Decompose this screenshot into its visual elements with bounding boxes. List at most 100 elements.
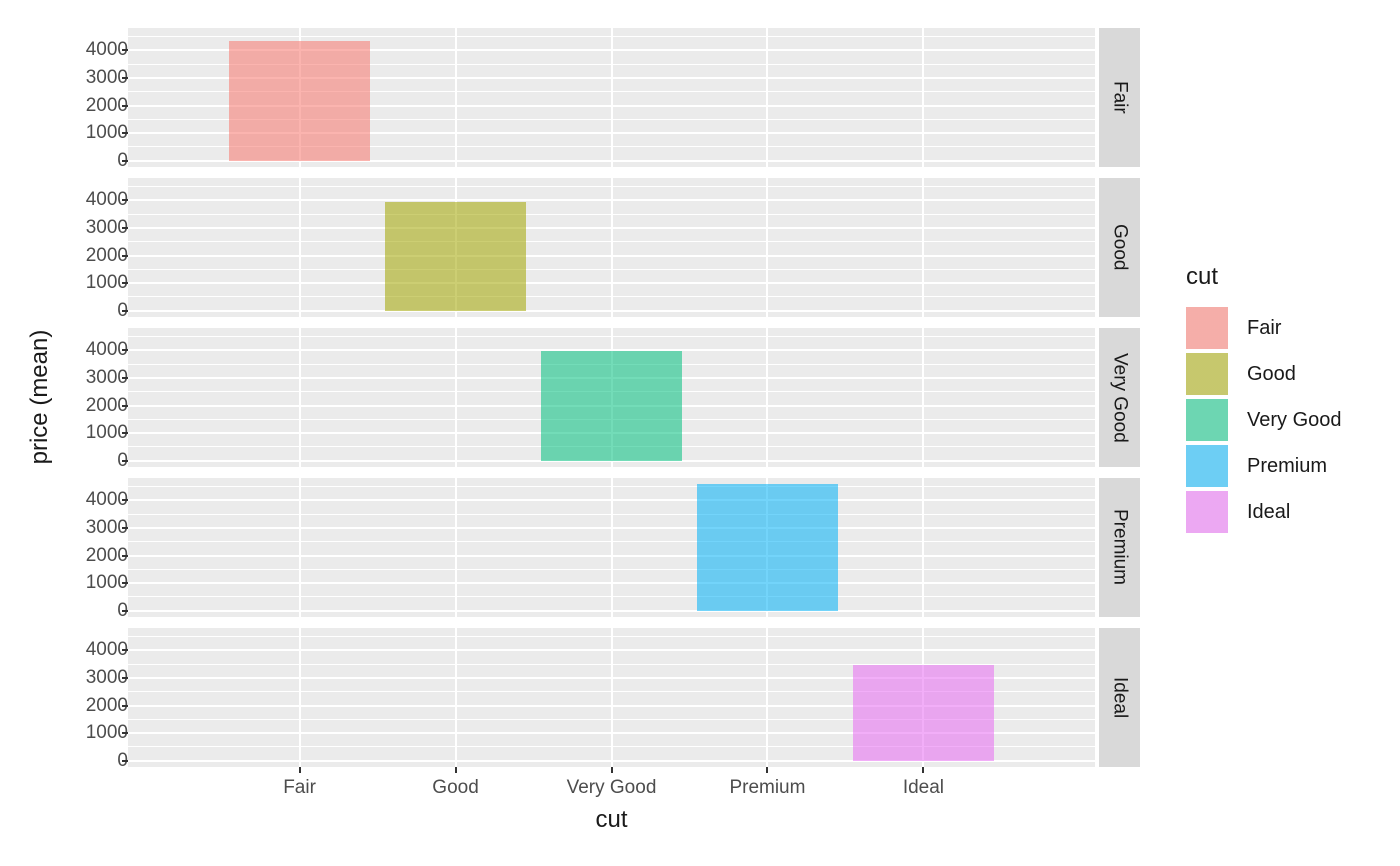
y-tick-label: 2000 — [85, 94, 128, 116]
legend-item: Ideal — [1186, 491, 1342, 533]
legend-label: Fair — [1247, 316, 1282, 339]
bar-very-good — [541, 350, 682, 461]
gridline-vertical — [766, 28, 769, 167]
y-axis-tick-labels: 0 1000 2000 3000 4000 — [0, 178, 128, 320]
facet-strip-label: Good — [1109, 224, 1131, 271]
facet-strip: Premium — [1099, 478, 1140, 617]
y-axis-tick-labels: 0 1000 2000 3000 4000 — [0, 628, 128, 770]
y-tick-label: 4000 — [85, 39, 128, 61]
y-tick-mark — [122, 226, 128, 229]
y-tick-label: 1000 — [85, 122, 128, 144]
y-tick-label: 0 — [0, 600, 128, 621]
facet-strip: Good — [1099, 178, 1140, 317]
gridline-vertical — [766, 328, 769, 467]
legend-key-swatch — [1186, 445, 1228, 487]
y-tick-label: 1000 — [85, 572, 128, 594]
facet-strip-label: Very Good — [1109, 352, 1131, 443]
legend: cut Fair Good Very Good Premium Ideal — [1186, 263, 1342, 537]
gridline-vertical — [610, 478, 613, 617]
gridline-vertical — [454, 628, 457, 767]
y-tick-label: 3000 — [85, 216, 128, 238]
legend-items: Fair Good Very Good Premium Ideal — [1186, 307, 1342, 533]
facet-panel — [128, 628, 1095, 767]
y-tick-label: 1000 — [85, 422, 128, 444]
x-axis-title: cut — [595, 806, 628, 833]
y-tick-mark — [122, 499, 128, 502]
gridline-vertical — [454, 28, 457, 167]
y-tick-mark — [122, 459, 128, 462]
gridline-vertical — [298, 628, 301, 767]
facet-row: 0 1000 2000 3000 4000 Fair — [0, 28, 1141, 170]
facet-row: 0 1000 2000 3000 4000 Good — [0, 178, 1141, 320]
y-tick-mark — [122, 309, 128, 312]
y-tick-mark — [122, 404, 128, 407]
gridline-vertical — [922, 178, 925, 317]
y-tick-mark — [122, 199, 128, 202]
legend-key-swatch — [1186, 307, 1228, 349]
bar-fair — [229, 40, 370, 161]
y-tick-label: 4000 — [85, 489, 128, 511]
y-tick-mark — [122, 282, 128, 285]
y-tick-mark — [122, 759, 128, 762]
y-tick-label: 2000 — [85, 694, 128, 716]
y-tick-mark — [122, 676, 128, 679]
y-tick-mark — [122, 554, 128, 557]
legend-item: Very Good — [1186, 399, 1342, 441]
y-tick-mark — [122, 432, 128, 435]
y-tick-label: 0 — [0, 150, 128, 171]
bar-good — [385, 202, 526, 311]
legend-key-swatch — [1186, 353, 1228, 395]
facet-strip-label: Fair — [1109, 81, 1131, 114]
legend-item: Good — [1186, 353, 1342, 395]
y-tick-mark — [122, 104, 128, 107]
gridline-vertical — [454, 328, 457, 467]
legend-label: Very Good — [1247, 408, 1342, 431]
x-tick-mark — [766, 767, 769, 773]
y-tick-mark — [122, 132, 128, 135]
y-tick-label: 4000 — [85, 189, 128, 211]
x-tick-mark — [610, 767, 613, 773]
y-tick-mark — [122, 349, 128, 352]
y-axis-tick-labels: 0 1000 2000 3000 4000 — [0, 478, 128, 620]
gridline-vertical — [922, 478, 925, 617]
bar-ideal — [853, 665, 994, 761]
x-tick-label: Fair — [283, 777, 316, 798]
y-tick-label: 0 — [0, 300, 128, 321]
y-tick-mark — [122, 76, 128, 79]
facet-row: 0 1000 2000 3000 4000 Premium — [0, 478, 1141, 620]
facet-row: 0 1000 2000 3000 4000 Ideal — [0, 628, 1141, 770]
y-tick-mark — [122, 649, 128, 652]
bar-premium — [697, 484, 838, 611]
y-tick-label: 2000 — [85, 244, 128, 266]
x-tick-mark — [922, 767, 925, 773]
facet-strip: Very Good — [1099, 328, 1140, 467]
legend-item: Premium — [1186, 445, 1342, 487]
y-tick-label: 0 — [0, 450, 128, 471]
y-tick-mark — [122, 49, 128, 52]
y-tick-mark — [122, 582, 128, 585]
gridline-vertical — [454, 478, 457, 617]
facet-strip-label: Ideal — [1109, 676, 1131, 719]
y-tick-label: 3000 — [85, 516, 128, 538]
y-tick-label: 3000 — [85, 666, 128, 688]
facet-row: 0 1000 2000 3000 4000 Very Good — [0, 328, 1141, 470]
y-tick-label: 1000 — [85, 272, 128, 294]
legend-label: Good — [1247, 362, 1296, 385]
legend-key-swatch — [1186, 491, 1228, 533]
x-tick-label: Very Good — [566, 777, 657, 798]
y-tick-label: 4000 — [85, 339, 128, 361]
y-axis-tick-labels: 0 1000 2000 3000 4000 — [0, 328, 128, 470]
x-tick-label: Good — [432, 777, 479, 798]
facet-panel — [128, 178, 1095, 317]
gridline-vertical — [298, 178, 301, 317]
y-tick-mark — [122, 609, 128, 612]
facet-strip: Ideal — [1099, 628, 1140, 767]
y-tick-label: 4000 — [85, 639, 128, 661]
gridline-vertical — [610, 28, 613, 167]
legend-label: Ideal — [1247, 500, 1291, 523]
gridline-vertical — [922, 328, 925, 467]
legend-key-swatch — [1186, 399, 1228, 441]
y-tick-label: 1000 — [85, 722, 128, 744]
gridline-vertical — [766, 178, 769, 317]
